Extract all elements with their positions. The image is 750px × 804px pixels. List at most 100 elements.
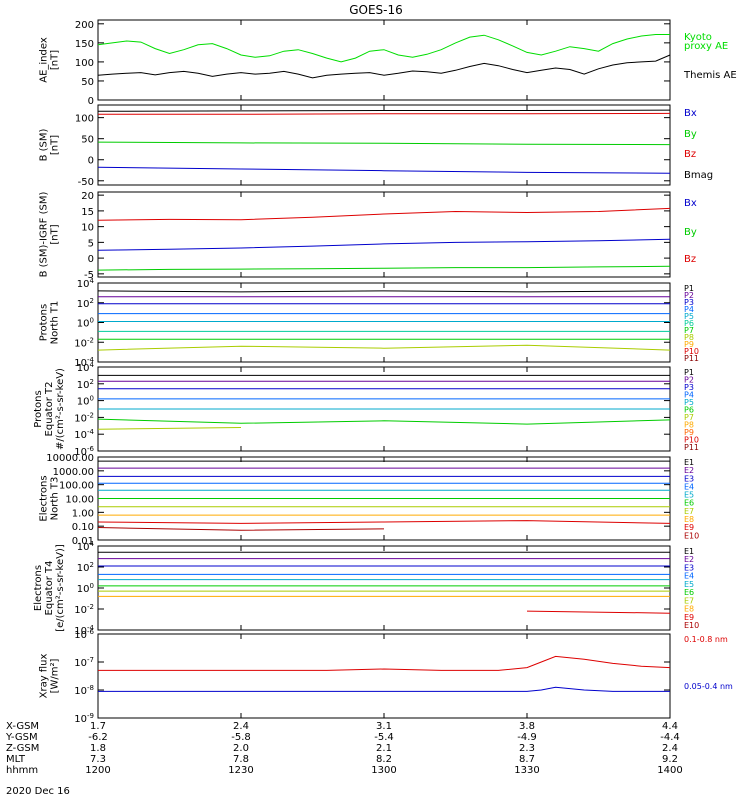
y-tick-label: 10-4 [74, 428, 94, 441]
y-tick-exponent: 0 [90, 395, 94, 403]
legend-label: Themis AE [683, 70, 737, 81]
legend-label: E6 [684, 588, 694, 597]
x-axis-value: 2.4 [662, 743, 678, 754]
y-tick-label: 10-6 [74, 628, 94, 641]
y-axis-label: B (SM)-IGRF (SM) [39, 192, 50, 278]
legend-label: E1 [684, 547, 694, 556]
legend-label: 0.1-0.8 nm [684, 635, 728, 644]
y-tick-label: 100 [77, 395, 94, 408]
y-axis-label: Equator T2 [44, 382, 55, 437]
series-line-0-05-0-4-nm [98, 686, 670, 692]
series-line-p7 [98, 428, 527, 430]
y-axis-label: Equator T4 [44, 561, 55, 616]
y-tick-exponent: -4 [87, 428, 95, 436]
legend-label: E6 [684, 499, 694, 508]
y-tick-label: 50 [81, 77, 94, 88]
legend-label: E1 [684, 458, 694, 467]
y-tick-exponent: 4 [90, 361, 95, 369]
x-axis-value: 1400 [657, 765, 682, 776]
y-axis-label: Electrons [33, 565, 44, 611]
y-tick-label: 10 [81, 223, 94, 234]
y-tick-label: 0.01 [72, 536, 94, 547]
legend-label: E3 [684, 563, 694, 572]
y-tick-label: 102 [77, 561, 94, 574]
series-line-p6 [97, 418, 671, 425]
series-line-kyoto-proxy-ae [97, 34, 670, 63]
x-axis-value: 1300 [371, 765, 396, 776]
y-tick-exponent: 0 [90, 582, 94, 590]
x-axis-value: 1230 [228, 765, 253, 776]
panel-b-minus-igrf: -5 0 5 10 15 20 B (SM)-IGRF (SM) [nT] Bx By Bz [39, 191, 697, 281]
y-tick-label: 0.10 [72, 522, 94, 533]
y-tick-label: 104 [77, 361, 95, 374]
series-line-bz [97, 207, 671, 221]
legend-label: P1 [684, 368, 694, 377]
legend-label: P10 [684, 347, 699, 356]
y-tick-label: -50 [78, 177, 94, 188]
legend-label: P4 [684, 305, 694, 314]
y-tick-exponent: -9 [87, 712, 94, 720]
x-axis-value: 1330 [514, 765, 539, 776]
x-axis-value: 2.4 [233, 721, 249, 732]
legend-label: E7 [684, 596, 694, 605]
legend-label: E5 [684, 580, 694, 589]
legend-label: E2 [684, 555, 694, 564]
legend-label: E7 [684, 507, 694, 516]
legend-label: P2 [684, 291, 694, 300]
legend-label: P8 [684, 420, 694, 429]
y-tick-exponent: 0 [90, 317, 94, 325]
series-line-e9 [526, 610, 671, 614]
y-tick-exponent: -7 [87, 656, 94, 664]
legend-label: P6 [684, 319, 694, 328]
legend-label: 0.05-0.4 nm [684, 682, 733, 691]
x-axis-value: 8.7 [519, 754, 535, 765]
y-axis-label: [nT] [50, 50, 61, 70]
y-tick-label: 0 [88, 156, 94, 167]
legend-label: P11 [684, 443, 699, 452]
x-axis-row-label: Y-GSM [5, 732, 38, 743]
legend-label: E4 [684, 482, 694, 491]
y-axis-label: [W/m²] [50, 658, 61, 693]
legend-label: Bx [684, 198, 697, 209]
series-line-by [97, 141, 671, 146]
legend-label: E5 [684, 491, 694, 500]
x-axis-value: 3.8 [519, 721, 535, 732]
y-tick-exponent: -8 [87, 684, 94, 692]
legend-label: Bmag [684, 170, 713, 181]
y-tick-label: 10.00 [65, 495, 94, 506]
x-axis-table: X-GSM 1.7 2.4 3.1 3.8 4.4 Y-GSM -6.2 -5.8 -5.4 -4.… [5, 721, 683, 776]
series-line-bz [98, 112, 671, 115]
legend-label: P10 [684, 435, 699, 444]
legend-label: P3 [684, 298, 694, 307]
legend-label: P5 [684, 312, 694, 321]
panel-b-sm: -50 0 50 100 B (SM) [nT] Bx By Bz Bmag [39, 104, 713, 188]
y-tick-exponent: 4 [90, 277, 95, 285]
y-tick-label: 104 [77, 540, 95, 553]
legend-label: By [684, 227, 697, 238]
chart-title: GOES-16 [349, 3, 403, 17]
y-axis-label: B (SM) [39, 128, 50, 161]
y-tick-exponent: 2 [90, 561, 94, 569]
x-axis-value: 7.8 [233, 754, 249, 765]
legend-label: P3 [684, 383, 694, 392]
legend-label: P9 [684, 340, 694, 349]
y-tick-label: -5 [84, 270, 94, 281]
legend-label: Bz [684, 254, 696, 265]
y-tick-exponent: -4 [87, 624, 95, 632]
legend-label: Bx [684, 108, 697, 119]
legend-label: E10 [684, 621, 699, 630]
y-tick-label: 5 [88, 238, 94, 249]
series-line-bx [97, 166, 671, 174]
y-tick-label: 10-7 [74, 656, 94, 669]
legend-label: P1 [684, 284, 694, 293]
panel-frame [97, 282, 671, 363]
series-line-themis-ae [97, 54, 671, 79]
series-line-p8 [97, 344, 671, 351]
y-tick-label: 104 [77, 277, 95, 290]
y-tick-label: 200 [75, 20, 94, 31]
x-axis-value: -4.4 [660, 732, 680, 743]
